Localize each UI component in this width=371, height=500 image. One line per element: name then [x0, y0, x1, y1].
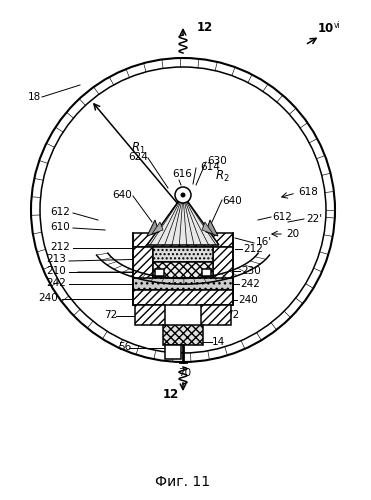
- Polygon shape: [202, 222, 213, 234]
- Bar: [153, 247, 213, 262]
- Text: 612: 612: [50, 207, 70, 217]
- Text: 240: 240: [238, 295, 258, 305]
- Text: 70: 70: [178, 368, 191, 378]
- Text: 640: 640: [112, 190, 132, 200]
- Polygon shape: [152, 222, 163, 234]
- Bar: [202, 269, 211, 276]
- Text: 612: 612: [272, 212, 292, 222]
- Text: 212: 212: [243, 244, 263, 254]
- Bar: [163, 325, 203, 345]
- Polygon shape: [147, 195, 219, 245]
- Text: 213: 213: [46, 254, 66, 264]
- Circle shape: [30, 57, 336, 363]
- Text: vi: vi: [334, 21, 341, 30]
- Text: 640: 640: [222, 196, 242, 206]
- Text: 630: 630: [207, 156, 227, 166]
- Bar: [153, 262, 213, 278]
- Bar: [133, 290, 233, 305]
- Polygon shape: [147, 220, 159, 236]
- Text: 616: 616: [172, 169, 192, 179]
- Text: 12: 12: [163, 388, 179, 401]
- Text: 242: 242: [46, 278, 66, 288]
- Text: 614: 614: [200, 162, 220, 172]
- Text: 240: 240: [38, 293, 58, 303]
- Circle shape: [175, 187, 191, 203]
- Text: 72: 72: [226, 310, 239, 320]
- Text: 20: 20: [286, 229, 299, 239]
- Text: 56: 56: [118, 342, 131, 352]
- Bar: [135, 305, 165, 325]
- Circle shape: [41, 68, 325, 352]
- Text: 212: 212: [50, 242, 70, 252]
- Text: 624: 624: [128, 152, 148, 162]
- Text: $R_1$: $R_1$: [131, 141, 146, 156]
- Text: 610: 610: [50, 222, 70, 232]
- Polygon shape: [206, 220, 218, 236]
- Text: 230: 230: [241, 266, 261, 276]
- Bar: [133, 247, 153, 305]
- Bar: [213, 247, 233, 305]
- Bar: [133, 278, 233, 290]
- Text: 618: 618: [298, 187, 318, 197]
- Bar: [165, 345, 181, 359]
- Text: 242: 242: [240, 279, 260, 289]
- Bar: [133, 233, 233, 247]
- Bar: [155, 269, 164, 276]
- Text: 22': 22': [306, 214, 322, 224]
- Text: Фиг. 11: Фиг. 11: [155, 475, 211, 489]
- Bar: [201, 305, 231, 325]
- Circle shape: [181, 192, 186, 198]
- Text: $R_2$: $R_2$: [215, 169, 230, 184]
- Text: 72: 72: [104, 310, 117, 320]
- Text: 12: 12: [197, 21, 213, 34]
- Text: 16': 16': [256, 237, 272, 247]
- Text: 210: 210: [46, 266, 66, 276]
- Text: 10: 10: [318, 22, 334, 35]
- Text: 14: 14: [212, 337, 225, 347]
- Text: 18: 18: [28, 92, 41, 102]
